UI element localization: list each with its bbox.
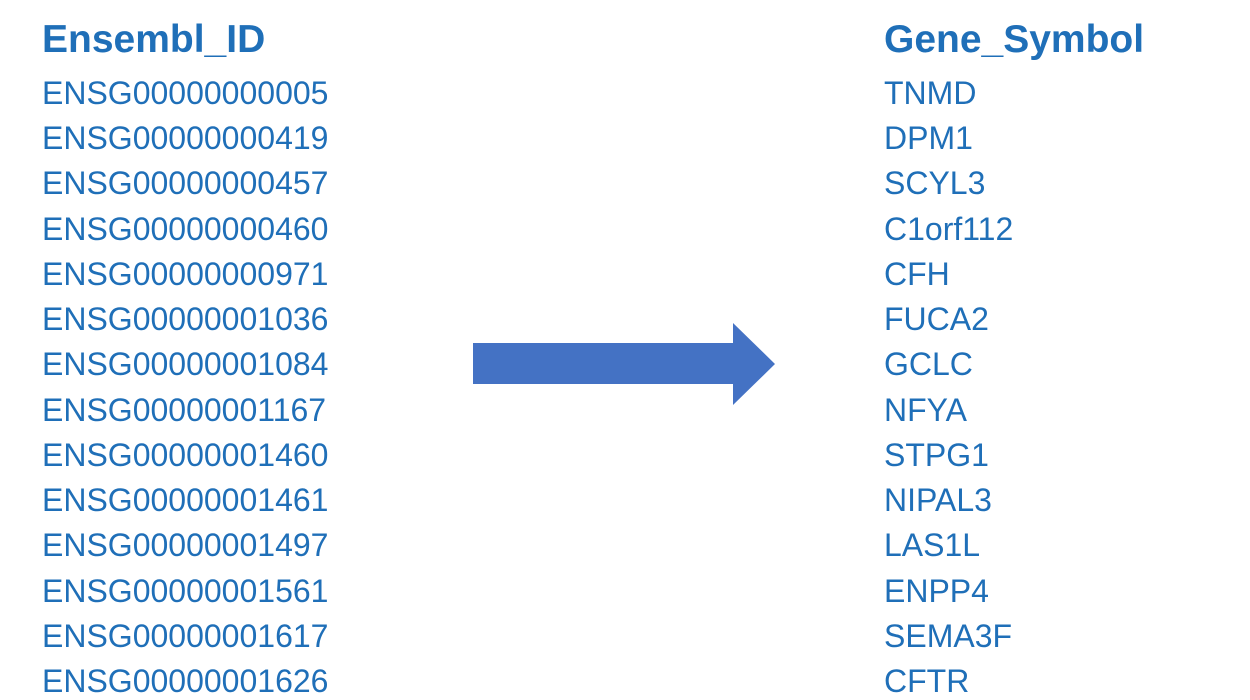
gene-symbol: NFYA	[884, 391, 967, 428]
gene-symbol: SEMA3F	[884, 617, 1013, 654]
gene-symbol: DPM1	[884, 120, 973, 157]
ensembl-id: ENSG00000001084	[42, 346, 329, 383]
ensembl-id: ENSG00000000005	[42, 75, 329, 111]
arrow	[473, 323, 775, 405]
ensembl-id: ENSG00000000971	[42, 255, 329, 292]
gene-symbol: ENPP4	[884, 572, 989, 609]
ensembl-id: ENSG00000001461	[42, 482, 329, 519]
ensembl-id: ENSG00000000419	[42, 120, 329, 157]
gene-symbol: CFTR	[884, 662, 970, 699]
ensembl-id: ENSG00000001626	[42, 662, 329, 699]
column-header: Gene_Symbol	[884, 18, 1145, 61]
gene-symbol: CFH	[884, 255, 950, 292]
ensembl-id: ENSG00000000457	[42, 165, 329, 202]
column-header: Ensembl_ID	[42, 18, 266, 61]
ensembl-id: ENSG00000001167	[42, 391, 327, 428]
gene-symbol: NIPAL3	[884, 482, 992, 519]
ensembl-id: ENSG00000001460	[42, 436, 329, 473]
gene-symbol: FUCA2	[884, 301, 989, 338]
ensembl-id: ENSG00000001617	[42, 617, 329, 654]
gene-symbol: C1orf112	[884, 210, 1014, 247]
gene-symbol: LAS1L	[884, 527, 981, 564]
ensembl-id: ENSG00000001561	[42, 572, 329, 609]
gene-symbol: SCYL3	[884, 165, 986, 202]
ensembl-id: ENSG00000000460	[42, 210, 329, 247]
ensembl-id: ENSG00000001497	[42, 527, 329, 564]
gene-symbol: GCLC	[884, 346, 973, 383]
gene-symbol: STPG1	[884, 436, 989, 473]
ensembl-id: ENSG00000001036	[42, 301, 329, 338]
gene-symbol: TNMD	[884, 75, 977, 111]
